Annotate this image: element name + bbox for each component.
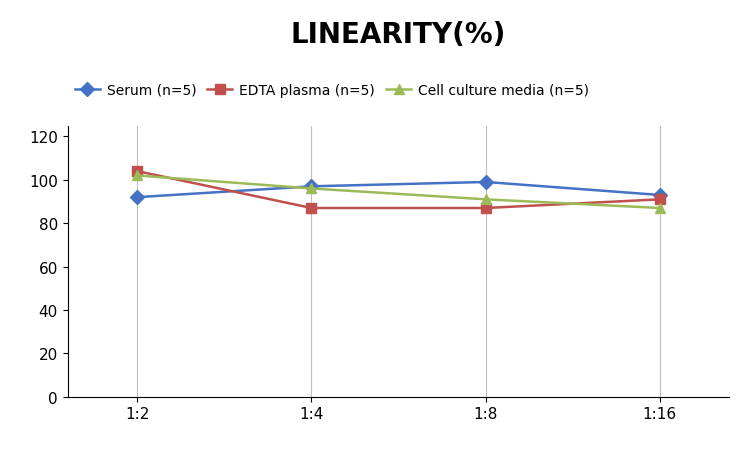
EDTA plasma (n=5) bbox=[481, 206, 490, 211]
EDTA plasma (n=5) bbox=[133, 169, 142, 175]
Cell culture media (n=5) bbox=[655, 206, 664, 211]
Cell culture media (n=5) bbox=[133, 173, 142, 179]
Line: EDTA plasma (n=5): EDTA plasma (n=5) bbox=[132, 167, 665, 213]
Cell culture media (n=5) bbox=[481, 197, 490, 202]
Line: Serum (n=5): Serum (n=5) bbox=[132, 178, 665, 202]
EDTA plasma (n=5) bbox=[307, 206, 316, 211]
Serum (n=5) bbox=[481, 180, 490, 185]
Serum (n=5) bbox=[307, 184, 316, 189]
Line: Cell culture media (n=5): Cell culture media (n=5) bbox=[132, 171, 665, 213]
Serum (n=5) bbox=[655, 193, 664, 198]
Title: LINEARITY(%): LINEARITY(%) bbox=[291, 21, 506, 49]
Serum (n=5) bbox=[133, 195, 142, 200]
EDTA plasma (n=5) bbox=[655, 197, 664, 202]
Cell culture media (n=5) bbox=[307, 186, 316, 192]
Legend: Serum (n=5), EDTA plasma (n=5), Cell culture media (n=5): Serum (n=5), EDTA plasma (n=5), Cell cul… bbox=[74, 84, 589, 98]
